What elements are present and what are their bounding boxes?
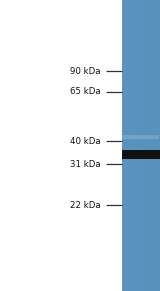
Bar: [133, 0, 134, 291]
Text: 31 kDa: 31 kDa: [70, 160, 101, 169]
Bar: [135, 0, 136, 291]
Bar: [136, 0, 137, 291]
Bar: [129, 0, 130, 291]
Bar: [146, 0, 147, 291]
Bar: [149, 0, 150, 291]
Bar: [122, 0, 160, 291]
Text: 65 kDa: 65 kDa: [70, 87, 101, 96]
Bar: [122, 135, 159, 139]
Bar: [140, 0, 141, 291]
Bar: [145, 0, 146, 291]
Bar: [137, 0, 138, 291]
Bar: [122, 150, 160, 159]
Bar: [122, 0, 123, 291]
Bar: [144, 0, 145, 291]
Bar: [128, 0, 129, 291]
Bar: [153, 0, 154, 291]
Text: 40 kDa: 40 kDa: [70, 137, 101, 146]
Bar: [138, 0, 139, 291]
Bar: [150, 0, 151, 291]
Bar: [123, 0, 124, 291]
Bar: [134, 0, 135, 291]
Bar: [159, 0, 160, 291]
Bar: [130, 0, 131, 291]
Bar: [157, 0, 158, 291]
Bar: [125, 0, 126, 291]
Bar: [156, 0, 157, 291]
Bar: [152, 0, 153, 291]
Bar: [151, 0, 152, 291]
Bar: [127, 0, 128, 291]
Bar: [147, 0, 148, 291]
Bar: [139, 0, 140, 291]
Bar: [142, 0, 143, 291]
Bar: [132, 0, 133, 291]
Bar: [143, 0, 144, 291]
Bar: [154, 0, 155, 291]
Bar: [155, 0, 156, 291]
Text: 90 kDa: 90 kDa: [70, 67, 101, 76]
Bar: [141, 0, 142, 291]
Bar: [124, 0, 125, 291]
Text: 22 kDa: 22 kDa: [70, 201, 101, 210]
Bar: [148, 0, 149, 291]
Bar: [131, 0, 132, 291]
Bar: [126, 0, 127, 291]
Bar: [158, 0, 159, 291]
